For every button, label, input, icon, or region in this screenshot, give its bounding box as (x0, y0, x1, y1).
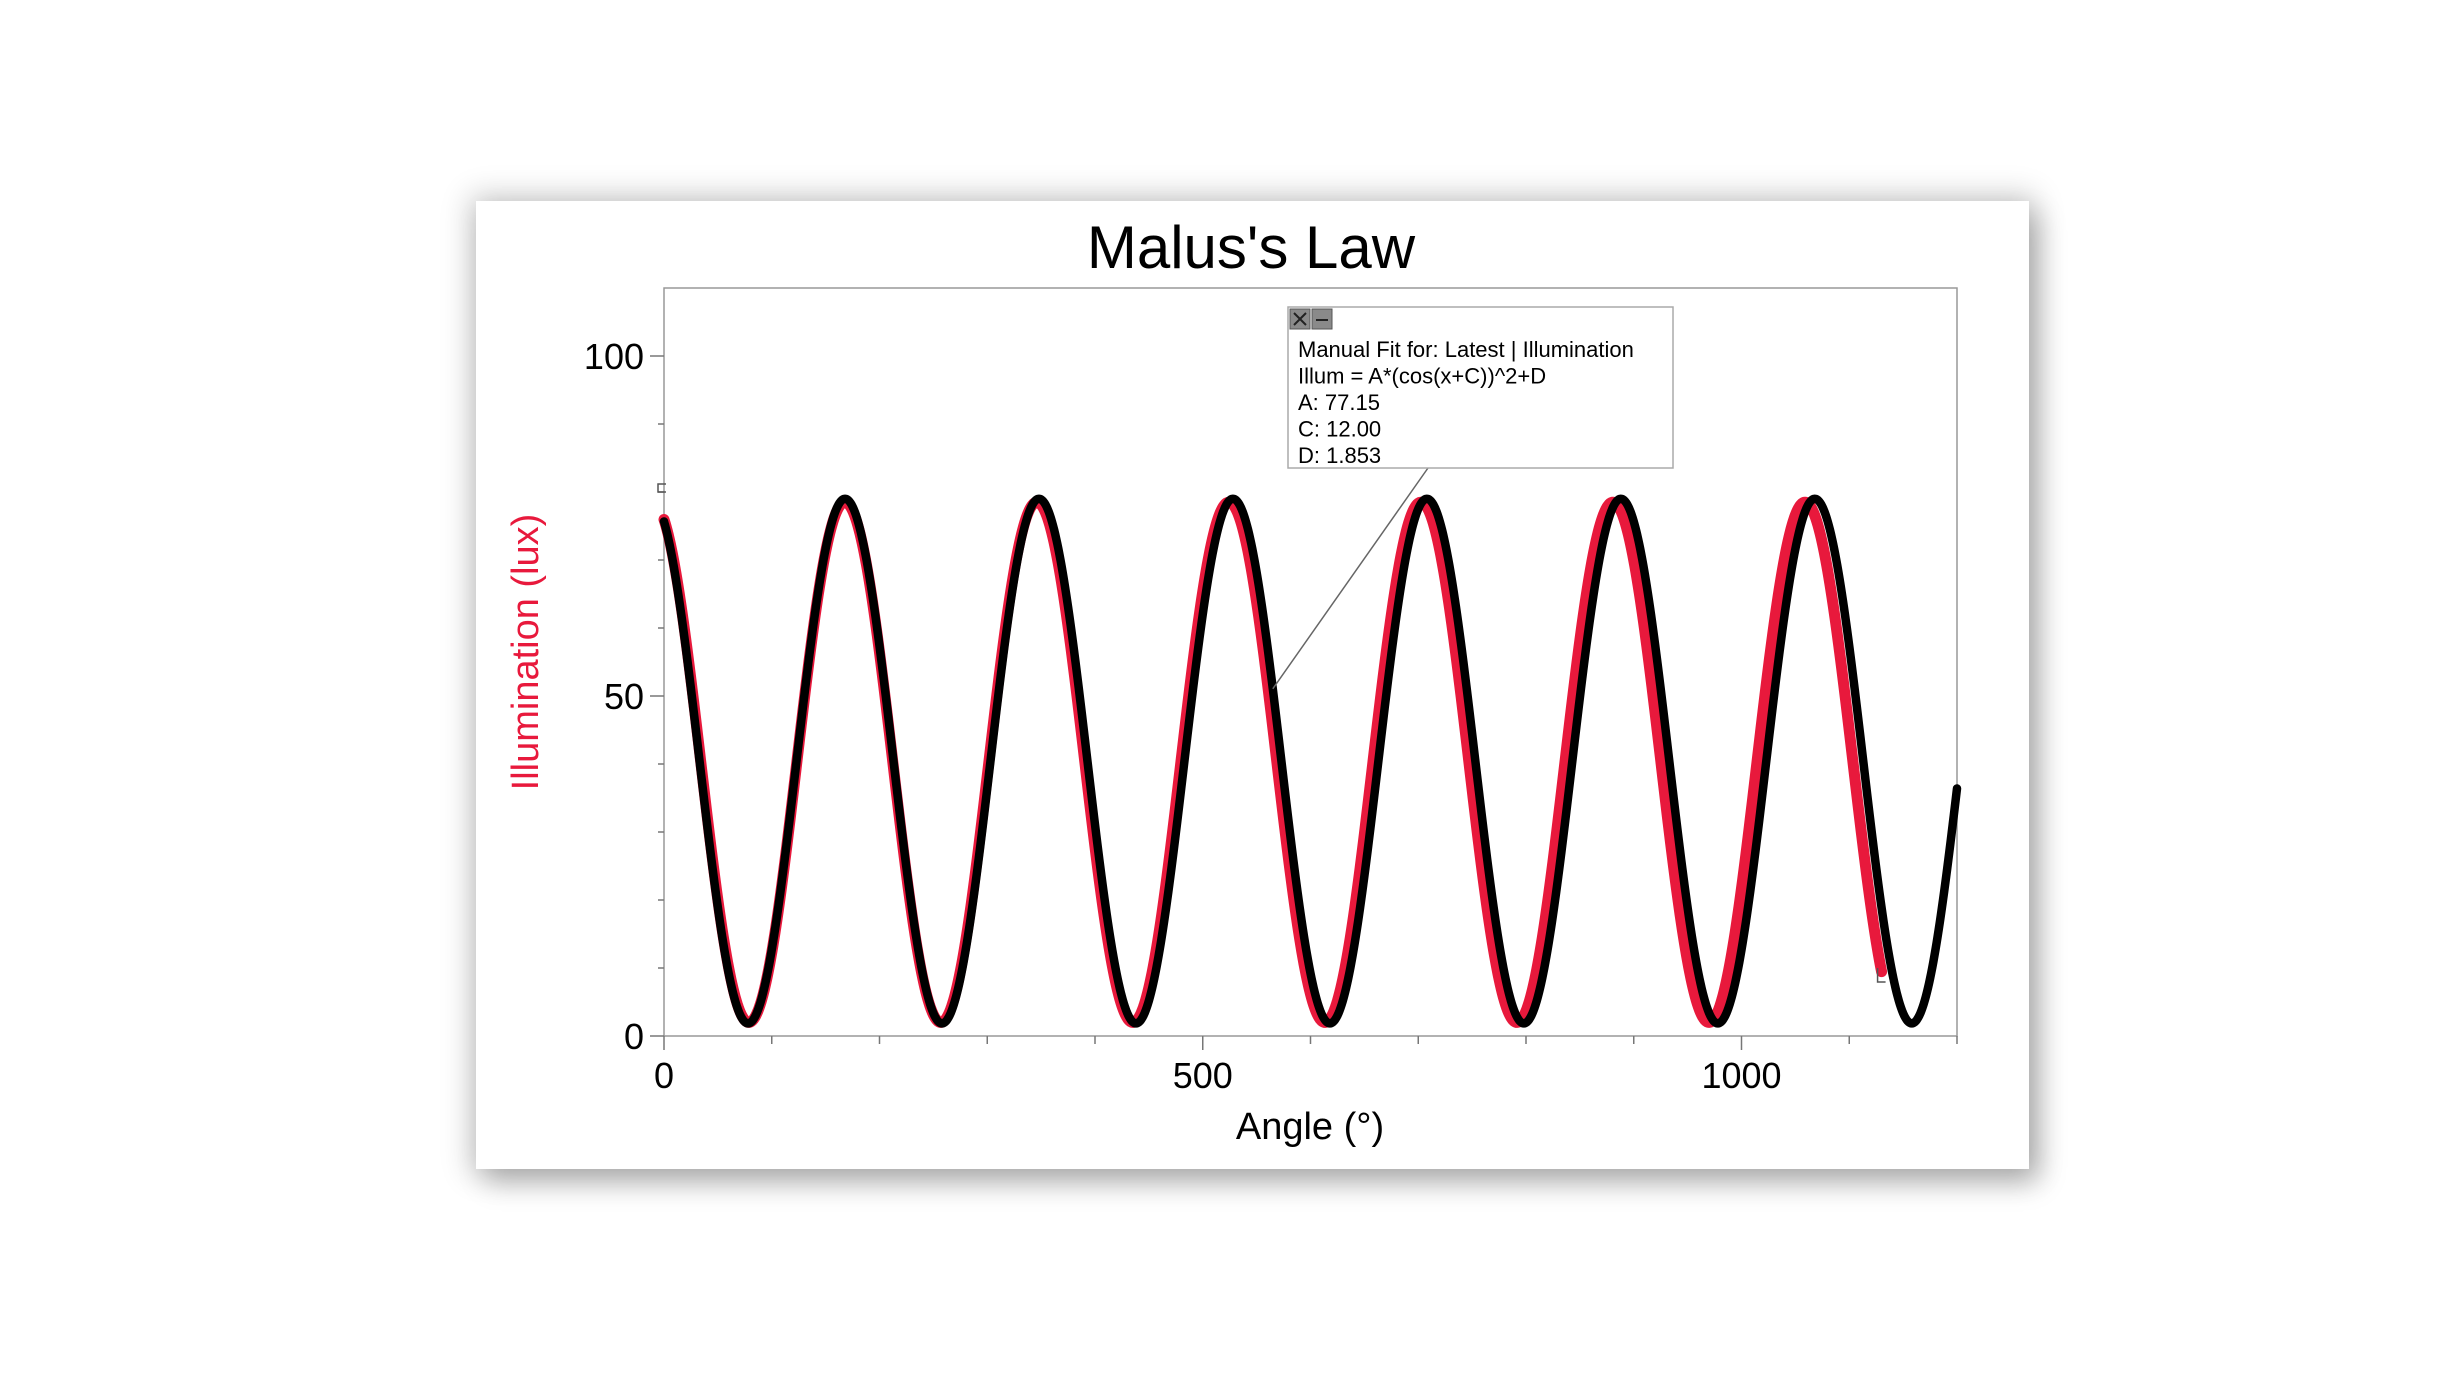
annotation-line: C: 12.00 (1298, 417, 1381, 442)
annotation-line: D: 1.853 (1298, 443, 1381, 468)
annotation-line: Illum = A*(cos(x+C))^2+D (1298, 364, 1546, 389)
annotation-leader-line (1272, 467, 1429, 690)
y-tick-label: 100 (584, 336, 644, 377)
x-tick-label: 1000 (1701, 1055, 1781, 1096)
annotation-line: A: 77.15 (1298, 390, 1380, 415)
close-icon[interactable] (1289, 308, 1311, 330)
x-tick-label: 0 (654, 1055, 674, 1096)
x-axis-label: Angle (°) (1236, 1106, 1384, 1148)
y-tick-label: 50 (604, 676, 644, 717)
annotation-box[interactable] (1287, 306, 1674, 469)
annotation-line: Manual Fit for: Latest | Illumination (1298, 337, 1634, 362)
range-end-bracket (1876, 968, 1886, 983)
series-fit-line (659, 494, 1962, 1028)
range-start-bracket (657, 483, 666, 493)
y-axis-label: Illumination (lux) (505, 514, 547, 791)
series-measured-line (658, 496, 1888, 1028)
y-tick-label: 0 (624, 1016, 644, 1057)
x-tick-label: 500 (1173, 1055, 1233, 1096)
chart-title: Malus's Law (1087, 214, 1416, 281)
minimize-icon[interactable] (1311, 308, 1333, 330)
